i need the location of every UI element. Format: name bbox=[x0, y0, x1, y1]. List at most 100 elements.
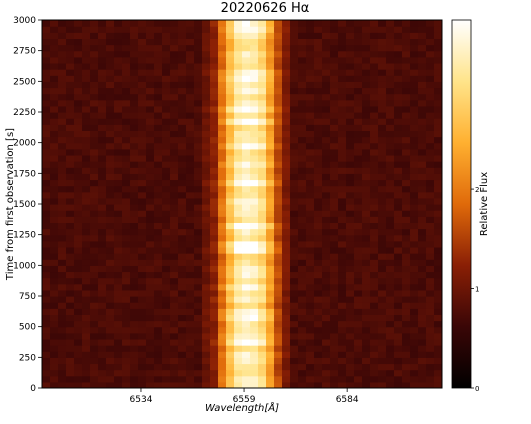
heatmap-cell bbox=[338, 320, 347, 328]
heatmap-cell bbox=[162, 345, 171, 352]
heatmap-cell bbox=[194, 332, 203, 340]
heatmap-cell bbox=[106, 75, 115, 82]
heatmap-cell bbox=[98, 185, 107, 193]
heatmap-cell bbox=[42, 240, 51, 248]
heatmap-cell bbox=[394, 277, 403, 285]
heatmap-cell bbox=[178, 112, 187, 119]
heatmap-cell bbox=[42, 130, 51, 138]
heatmap-cell bbox=[258, 124, 267, 131]
heatmap-cell bbox=[410, 81, 419, 89]
heatmap-cell bbox=[162, 136, 171, 144]
heatmap-cell bbox=[418, 222, 427, 230]
heatmap-cell bbox=[138, 26, 147, 33]
heatmap-cell bbox=[242, 271, 251, 279]
heatmap-cell bbox=[186, 161, 195, 168]
y-tick-label: 1000 bbox=[13, 261, 36, 271]
heatmap-cell bbox=[354, 320, 363, 328]
heatmap-cell bbox=[290, 210, 299, 217]
heatmap-cell bbox=[90, 124, 99, 131]
heatmap-cell bbox=[362, 130, 371, 138]
heatmap-cell bbox=[42, 253, 51, 260]
heatmap-cell bbox=[266, 50, 275, 58]
heatmap-cell bbox=[346, 38, 355, 46]
heatmap-cell bbox=[66, 56, 75, 64]
heatmap-cell bbox=[42, 302, 51, 309]
heatmap-cell bbox=[114, 326, 123, 334]
heatmap-cell bbox=[290, 105, 299, 113]
heatmap-cell bbox=[418, 62, 427, 70]
heatmap-cell bbox=[90, 161, 99, 168]
heatmap-cell bbox=[346, 216, 355, 223]
heatmap-cell bbox=[122, 142, 131, 150]
heatmap-cell bbox=[218, 148, 227, 156]
heatmap-cell bbox=[66, 130, 75, 138]
heatmap-cell bbox=[146, 167, 155, 174]
heatmap-cell bbox=[242, 302, 251, 309]
heatmap-cell bbox=[338, 81, 347, 89]
heatmap-cell bbox=[130, 130, 139, 138]
heatmap-cell bbox=[202, 124, 211, 131]
heatmap-cell bbox=[250, 167, 259, 174]
heatmap-cell bbox=[58, 320, 67, 328]
heatmap-cell bbox=[178, 161, 187, 168]
heatmap-cell bbox=[218, 277, 227, 285]
heatmap-cell bbox=[50, 332, 59, 340]
heatmap-cell bbox=[338, 191, 347, 199]
heatmap-cell bbox=[418, 130, 427, 138]
heatmap-cell bbox=[298, 363, 307, 371]
heatmap-cell bbox=[338, 136, 347, 144]
heatmap-cell bbox=[386, 289, 395, 297]
heatmap-cell bbox=[50, 216, 59, 223]
heatmap-cell bbox=[194, 62, 203, 70]
heatmap-cell bbox=[210, 283, 219, 291]
heatmap-cell bbox=[106, 44, 115, 52]
heatmap-cell bbox=[194, 240, 203, 248]
heatmap-cell bbox=[58, 56, 67, 64]
heatmap-cell bbox=[282, 99, 291, 107]
heatmap-cell bbox=[362, 56, 371, 64]
heatmap-cell bbox=[434, 296, 442, 303]
heatmap-cell bbox=[386, 32, 395, 39]
heatmap-cell bbox=[370, 50, 379, 58]
heatmap-cell bbox=[370, 130, 379, 138]
heatmap-cell bbox=[386, 296, 395, 303]
heatmap-cell bbox=[66, 32, 75, 39]
heatmap-cell bbox=[378, 93, 387, 101]
heatmap-cell bbox=[322, 62, 331, 70]
heatmap-cell bbox=[298, 338, 307, 346]
heatmap-cell bbox=[426, 302, 435, 309]
heatmap-cell bbox=[234, 75, 243, 82]
heatmap-cell bbox=[298, 185, 307, 193]
heatmap-cell bbox=[170, 283, 179, 291]
heatmap-cell bbox=[130, 167, 139, 174]
heatmap-cell bbox=[154, 369, 163, 377]
heatmap-cell bbox=[282, 240, 291, 248]
heatmap-cell bbox=[146, 136, 155, 144]
heatmap-cell bbox=[146, 253, 155, 260]
heatmap-cell bbox=[82, 185, 91, 193]
heatmap-cell bbox=[330, 69, 339, 76]
heatmap-cell bbox=[82, 381, 91, 388]
heatmap-cell bbox=[290, 62, 299, 70]
heatmap-cell bbox=[394, 308, 403, 315]
heatmap-cell bbox=[322, 112, 331, 119]
heatmap-cell bbox=[258, 210, 267, 217]
heatmap-cell bbox=[354, 112, 363, 119]
heatmap-cell bbox=[258, 332, 267, 340]
heatmap-cell bbox=[234, 26, 243, 33]
heatmap-cell bbox=[394, 289, 403, 297]
heatmap-cell bbox=[354, 210, 363, 217]
heatmap-cell bbox=[58, 191, 67, 199]
heatmap-cell bbox=[178, 259, 187, 266]
heatmap-cell bbox=[298, 136, 307, 144]
heatmap-cell bbox=[50, 363, 59, 371]
heatmap-cell bbox=[394, 234, 403, 242]
heatmap-cell bbox=[426, 185, 435, 193]
heatmap-cell bbox=[50, 326, 59, 334]
heatmap-cell bbox=[154, 240, 163, 248]
heatmap-cell bbox=[410, 283, 419, 291]
heatmap-cell bbox=[218, 320, 227, 328]
heatmap-cell bbox=[194, 357, 203, 365]
heatmap-cell bbox=[418, 93, 427, 101]
heatmap-cell bbox=[106, 326, 115, 334]
